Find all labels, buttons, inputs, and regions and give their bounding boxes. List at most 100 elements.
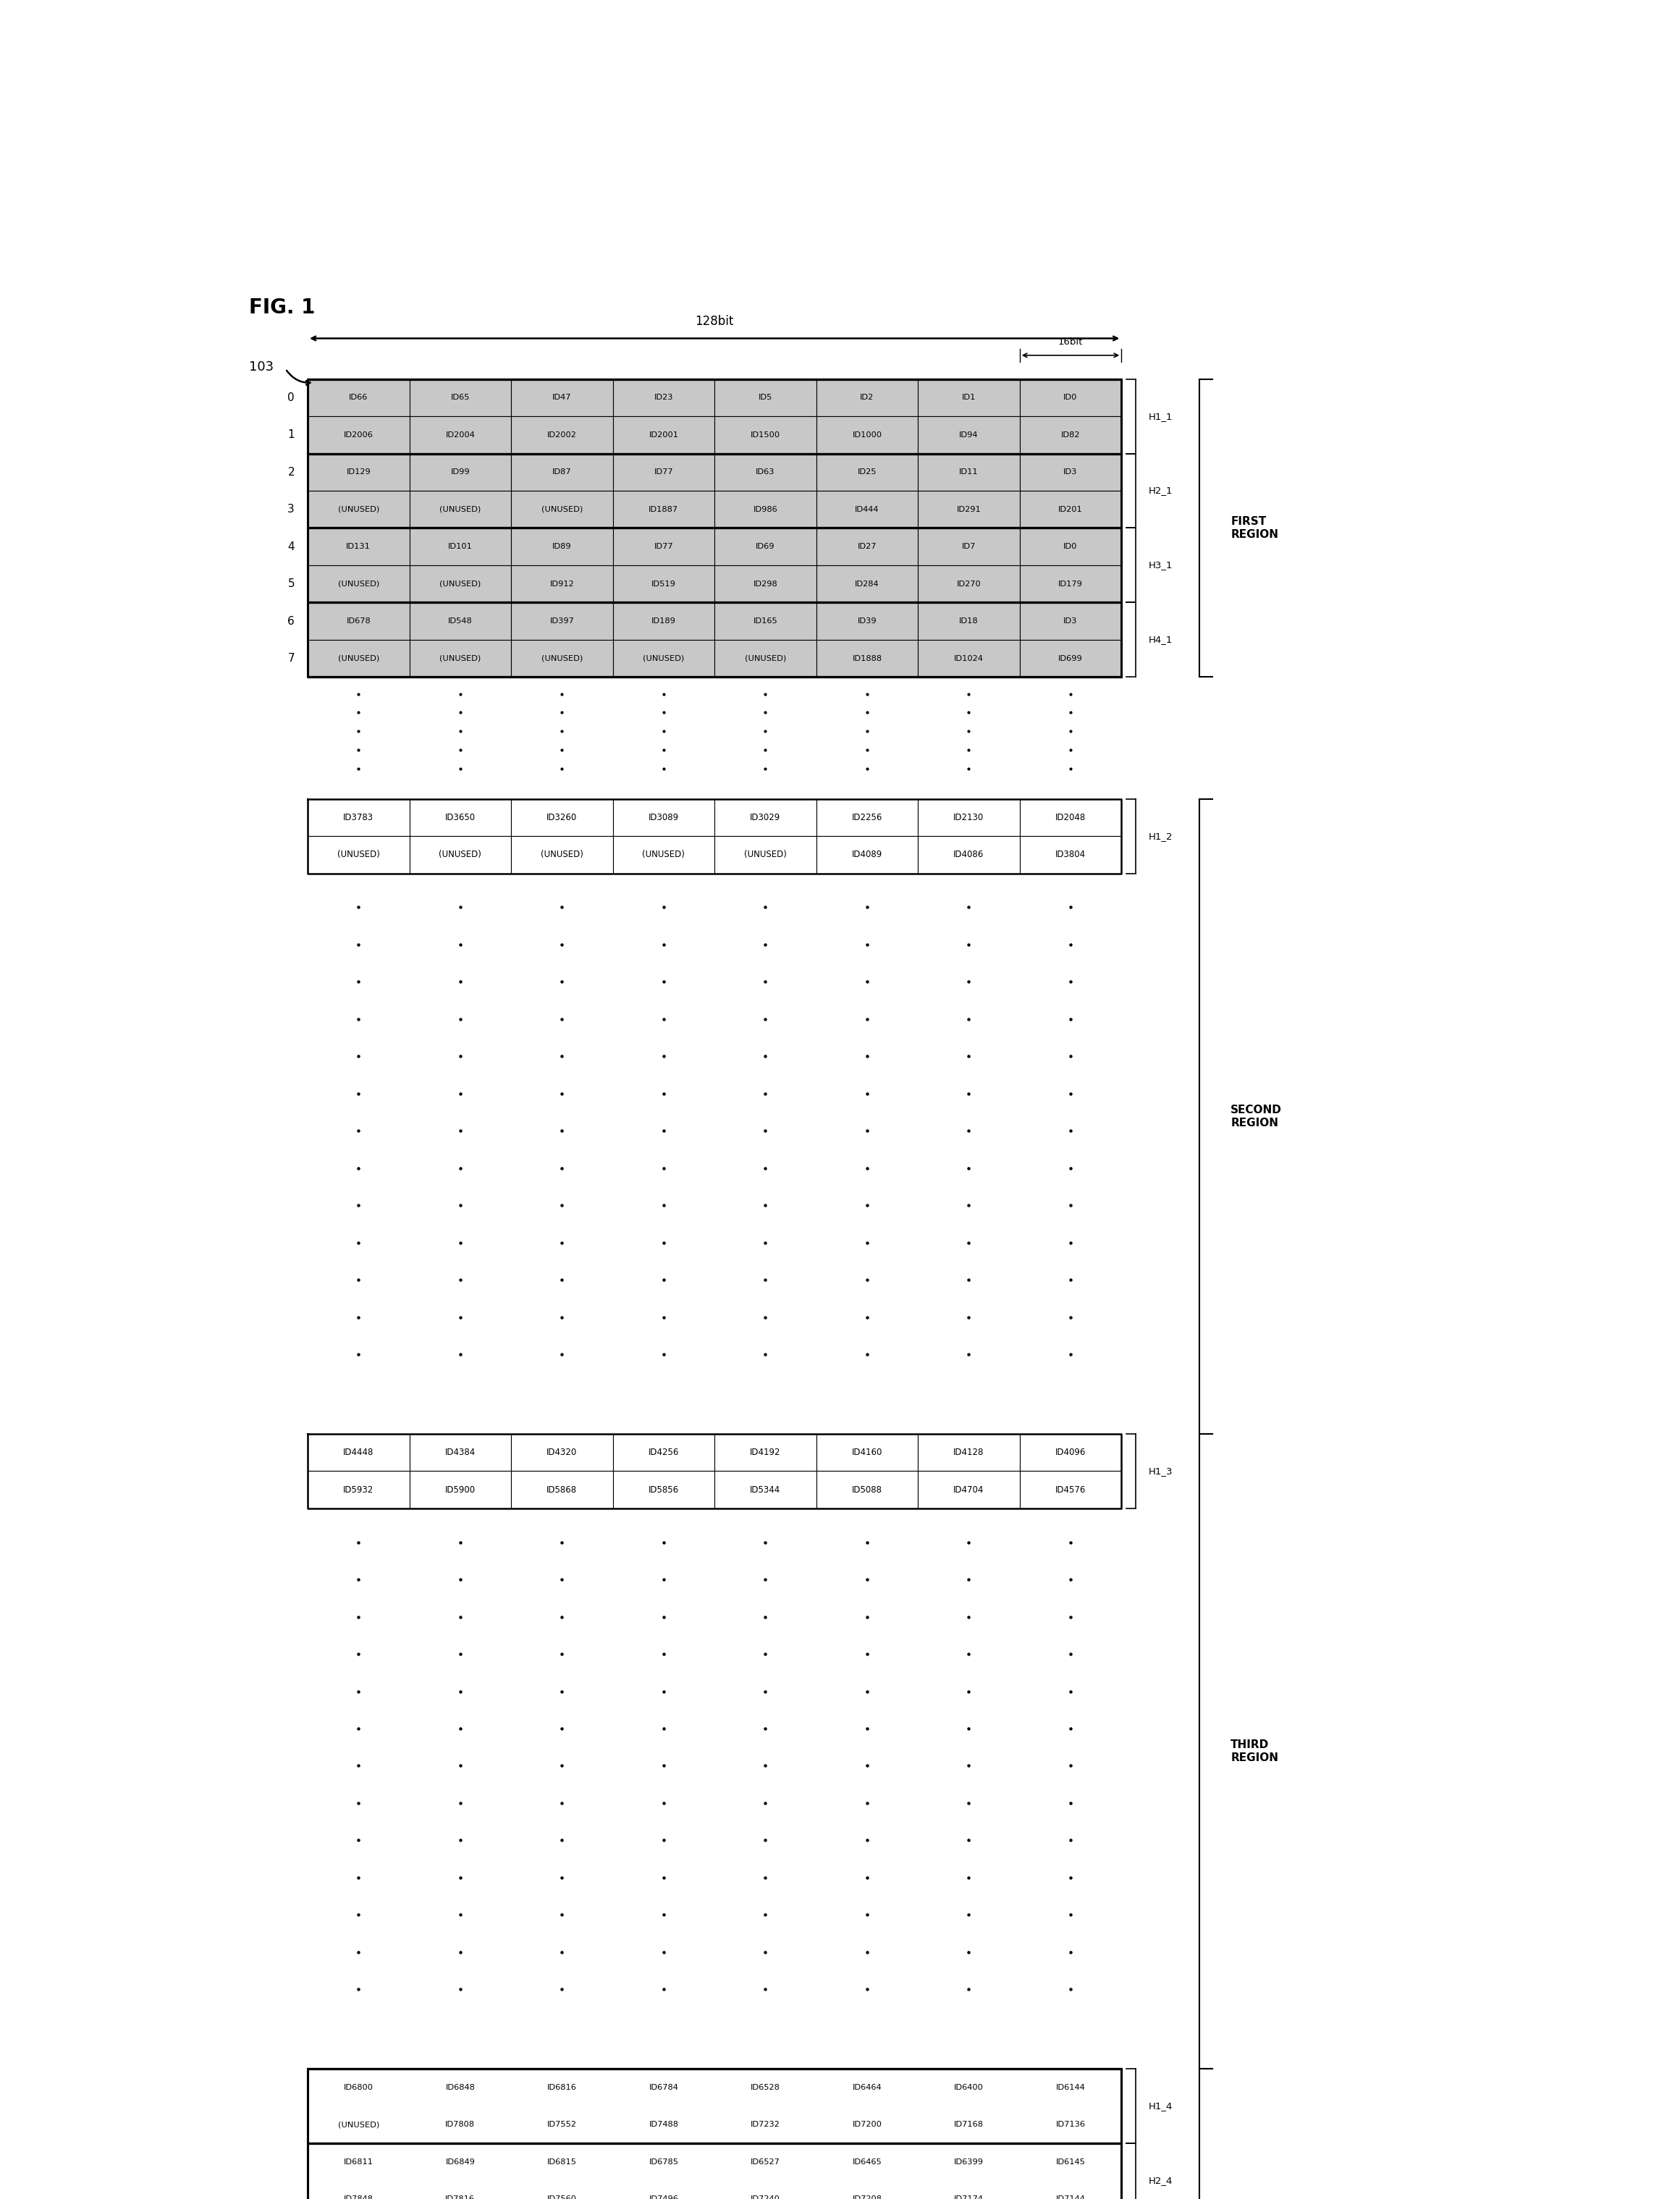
Text: ID5868: ID5868 [546, 1484, 578, 1495]
Text: ID7200: ID7200 [852, 2122, 882, 2129]
Bar [917, 2069, 1020, 2107]
Bar [410, 528, 511, 565]
Text: ID5088: ID5088 [852, 1484, 882, 1495]
Text: ID27: ID27 [857, 543, 877, 550]
Text: ID7552: ID7552 [548, 2122, 576, 2129]
Bar [917, 378, 1020, 416]
Text: ID65: ID65 [450, 394, 470, 400]
Bar [613, 490, 714, 528]
Text: ID7240: ID7240 [751, 2195, 780, 2199]
Text: ID94: ID94 [959, 431, 978, 438]
Text: ID7144: ID7144 [1055, 2195, 1085, 2199]
Text: ID6811: ID6811 [344, 2159, 373, 2166]
Bar [1020, 528, 1122, 565]
Text: ID7: ID7 [963, 543, 976, 550]
Text: ID101: ID101 [449, 543, 472, 550]
Bar [714, 1471, 816, 1509]
Bar [307, 798, 410, 836]
Text: ID7136: ID7136 [1055, 2122, 1085, 2129]
Text: ID6399: ID6399 [954, 2159, 984, 2166]
Bar [410, 836, 511, 873]
Text: ID4256: ID4256 [648, 1447, 679, 1458]
Text: 4: 4 [287, 541, 294, 552]
Text: (UNUSED): (UNUSED) [440, 581, 480, 587]
Text: ID2048: ID2048 [1055, 814, 1085, 822]
Text: ID6785: ID6785 [648, 2159, 679, 2166]
Bar [1020, 798, 1122, 836]
Text: ID6815: ID6815 [548, 2159, 576, 2166]
Text: ID39: ID39 [857, 618, 877, 625]
Bar [714, 378, 816, 416]
Bar [1020, 603, 1122, 640]
Bar [816, 603, 917, 640]
Bar [307, 2144, 410, 2181]
Text: ID7174: ID7174 [954, 2195, 984, 2199]
Text: THIRD
REGION: THIRD REGION [1231, 1739, 1278, 1764]
Bar [917, 2144, 1020, 2181]
Bar [613, 603, 714, 640]
Text: ID6784: ID6784 [648, 2085, 679, 2091]
Bar [1020, 490, 1122, 528]
Text: H3_1: H3_1 [1149, 561, 1173, 570]
Text: ID7496: ID7496 [648, 2195, 679, 2199]
Text: ID6400: ID6400 [954, 2085, 983, 2091]
Text: ID77: ID77 [654, 468, 674, 475]
Bar [917, 1471, 1020, 1509]
Bar [714, 798, 816, 836]
Bar [816, 528, 917, 565]
Bar [816, 1471, 917, 1509]
Bar [613, 416, 714, 453]
Text: ID6527: ID6527 [751, 2159, 780, 2166]
Text: ID4192: ID4192 [749, 1447, 781, 1458]
Text: ID179: ID179 [1058, 581, 1084, 587]
Text: H1_4: H1_4 [1149, 2102, 1173, 2111]
Text: H2_4: H2_4 [1149, 2177, 1173, 2186]
Bar [917, 453, 1020, 490]
Bar [714, 640, 816, 677]
Text: ID1: ID1 [963, 394, 976, 400]
Text: ID5932: ID5932 [343, 1484, 375, 1495]
Text: H1_1: H1_1 [1149, 411, 1173, 420]
Text: FIG. 1: FIG. 1 [249, 297, 316, 319]
Text: ID6464: ID6464 [852, 2085, 882, 2091]
Bar [1020, 565, 1122, 603]
Text: (UNUSED): (UNUSED) [338, 851, 380, 860]
Text: ID0: ID0 [1063, 543, 1077, 550]
Bar [410, 416, 511, 453]
Bar [714, 490, 816, 528]
Bar [410, 378, 511, 416]
Text: ID165: ID165 [753, 618, 778, 625]
Bar [511, 565, 613, 603]
Text: ID7560: ID7560 [548, 2195, 576, 2199]
Text: ID2006: ID2006 [344, 431, 373, 438]
Text: 128bit: 128bit [696, 314, 734, 328]
Bar [613, 453, 714, 490]
Text: (UNUSED): (UNUSED) [440, 655, 480, 662]
Bar [307, 2069, 410, 2107]
Text: ID7816: ID7816 [445, 2195, 475, 2199]
Text: ID7808: ID7808 [445, 2122, 475, 2129]
Text: ID2: ID2 [860, 394, 874, 400]
Bar [511, 2144, 613, 2181]
Bar [307, 2107, 410, 2144]
Bar [410, 2144, 511, 2181]
Bar [714, 565, 816, 603]
Bar [1020, 836, 1122, 873]
Text: ID23: ID23 [654, 394, 674, 400]
Text: ID1888: ID1888 [852, 655, 882, 662]
Bar [714, 2107, 816, 2144]
Bar [307, 565, 410, 603]
Text: ID18: ID18 [959, 618, 978, 625]
Bar [1020, 640, 1122, 677]
Bar [816, 2069, 917, 2107]
Text: (UNUSED): (UNUSED) [541, 655, 583, 662]
Bar [307, 453, 410, 490]
Bar [917, 528, 1020, 565]
Bar [816, 378, 917, 416]
Text: ID284: ID284 [855, 581, 879, 587]
Bar [511, 2069, 613, 2107]
Bar [307, 1434, 410, 1471]
Text: (UNUSED): (UNUSED) [744, 655, 786, 662]
Text: (UNUSED): (UNUSED) [338, 2122, 380, 2129]
Text: 2: 2 [287, 466, 294, 477]
